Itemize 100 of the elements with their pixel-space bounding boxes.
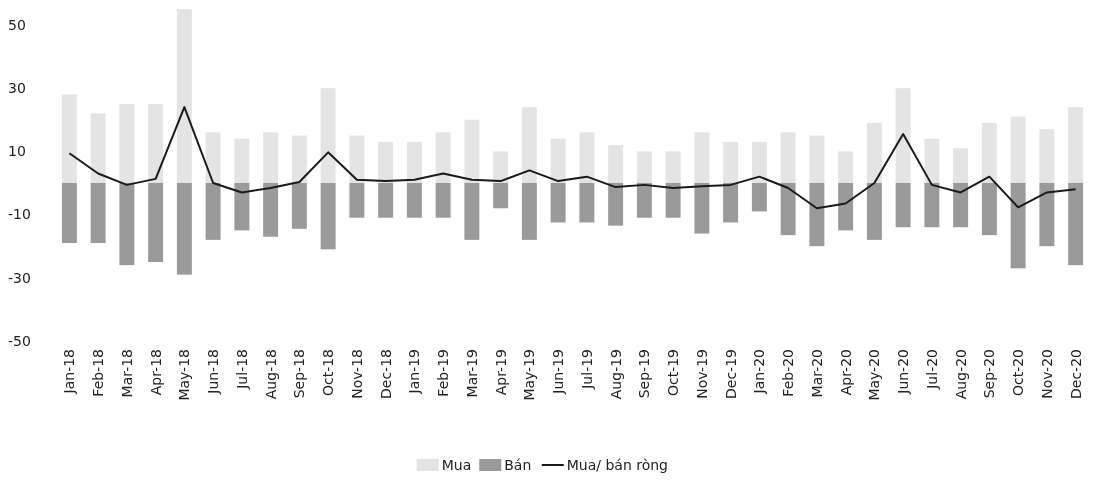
bar <box>464 182 480 240</box>
x-tick-label: Mar-19 <box>463 349 480 398</box>
bar <box>148 103 164 183</box>
bar <box>694 132 710 183</box>
x-tick-label: Oct-19 <box>665 349 682 397</box>
x-tick-label: Apr-18 <box>147 349 164 396</box>
bar <box>809 182 825 247</box>
x-tick-label: Aug-18 <box>262 349 279 400</box>
bar <box>320 88 336 183</box>
x-tick-label: Jun-20 <box>895 349 912 395</box>
bar <box>1039 182 1055 247</box>
bar <box>1010 182 1026 269</box>
x-tick-label: May-19 <box>521 349 538 401</box>
bar <box>378 182 394 218</box>
bar <box>579 182 595 223</box>
bar <box>579 132 595 183</box>
x-tick-label: Sep-18 <box>291 349 308 399</box>
bar <box>895 182 911 228</box>
y-tick-label: 50 <box>8 16 26 33</box>
bar <box>550 182 566 223</box>
bar <box>1068 182 1084 266</box>
bar <box>665 151 681 183</box>
bar <box>953 148 969 183</box>
bar <box>608 145 624 183</box>
bar <box>435 182 451 218</box>
bar <box>176 9 192 183</box>
bar <box>665 182 681 218</box>
line-series <box>68 106 1077 210</box>
legend-label: Bán <box>504 457 532 473</box>
x-tick-label: Dec-18 <box>377 349 394 399</box>
bar <box>320 182 336 250</box>
bar <box>349 182 365 218</box>
bar <box>751 141 767 183</box>
bar <box>1039 129 1055 183</box>
x-tick-label: May-18 <box>176 349 193 401</box>
bar <box>924 182 940 228</box>
bar <box>608 182 624 226</box>
bar <box>464 119 480 183</box>
x-tick-label: Sep-19 <box>636 349 653 399</box>
x-tick-label: Sep-20 <box>981 349 998 399</box>
bar <box>981 122 997 183</box>
bar <box>723 182 739 223</box>
bar <box>291 182 307 229</box>
x-tick-label: Jun-18 <box>205 349 222 395</box>
x-tick-label: Nov-19 <box>693 349 710 399</box>
bar <box>866 182 882 240</box>
x-tick-label: Jan-19 <box>406 349 423 395</box>
x-tick-label: Mar-20 <box>808 349 825 398</box>
bar <box>521 182 537 240</box>
x-tick-label: Feb-20 <box>780 349 797 397</box>
x-tick-label: May-20 <box>866 349 883 401</box>
bar <box>751 182 767 212</box>
bar <box>550 138 566 183</box>
x-tick-label: Mar-18 <box>118 349 135 398</box>
x-tick-label: Oct-18 <box>320 349 337 397</box>
bar <box>119 182 135 266</box>
x-tick-label: Aug-20 <box>952 349 969 400</box>
x-tick-label: Aug-19 <box>607 349 624 400</box>
bar <box>636 151 652 183</box>
bar <box>263 182 279 237</box>
bar <box>981 182 997 236</box>
y-tick-label: 10 <box>8 143 26 160</box>
x-tick-label: Jun-19 <box>550 349 567 395</box>
bar <box>90 182 106 244</box>
x-tick-label: Jan-20 <box>751 349 768 395</box>
bar <box>119 103 135 183</box>
bar <box>493 182 509 209</box>
bar <box>780 182 796 236</box>
x-tick-label: Feb-18 <box>90 349 107 397</box>
bar <box>521 107 537 183</box>
y-tick-label: -50 <box>8 332 31 349</box>
bar <box>61 94 77 183</box>
bar <box>866 122 882 183</box>
x-tick-label: Jan-18 <box>61 349 78 395</box>
bar <box>723 141 739 183</box>
legend-label: Mua <box>441 457 472 473</box>
y-tick-label: -30 <box>8 269 31 286</box>
bar <box>205 182 221 240</box>
bar <box>953 182 969 228</box>
bar <box>234 138 250 183</box>
bar <box>61 182 77 244</box>
bar <box>406 182 422 218</box>
legend-label: Mua/ bán ròng <box>566 457 669 473</box>
x-tick-label: Nov-18 <box>348 349 365 399</box>
bar <box>176 182 192 275</box>
bar <box>234 182 250 231</box>
bar <box>493 151 509 183</box>
bar <box>924 138 940 183</box>
bar <box>809 135 825 183</box>
y-tick-label: 30 <box>8 80 26 97</box>
bar <box>694 182 710 234</box>
bar <box>435 132 451 183</box>
bar <box>1068 107 1084 183</box>
bar <box>205 132 221 183</box>
bar <box>378 141 394 183</box>
bar <box>263 132 279 183</box>
bar <box>406 141 422 183</box>
y-tick-label: -10 <box>8 206 31 223</box>
x-tick-label: Nov-20 <box>1038 349 1055 399</box>
x-tick-label: Feb-19 <box>435 349 452 397</box>
